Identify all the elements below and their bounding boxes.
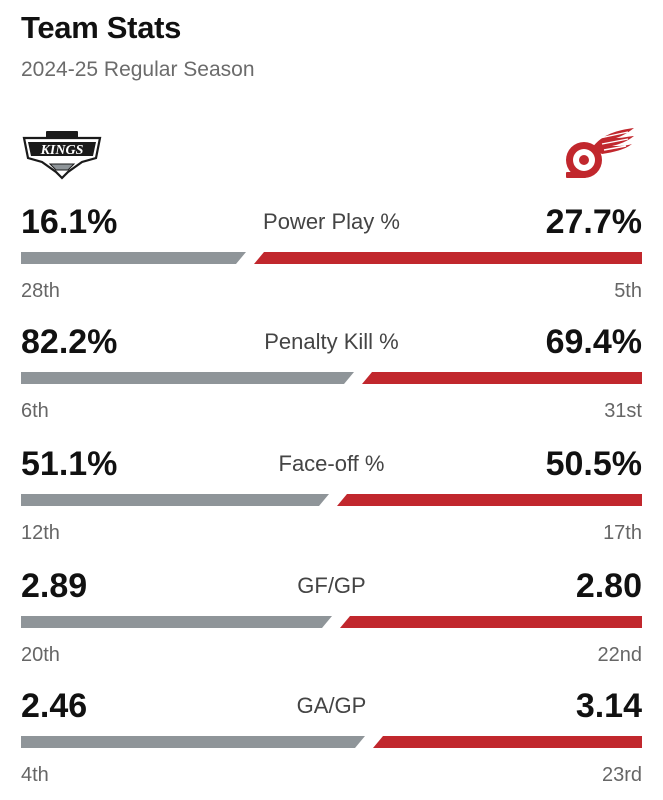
away-bar [373, 736, 642, 748]
home-bar [21, 372, 354, 384]
stat-label: GF/GP [297, 573, 366, 598]
stat-row: 2.46 GA/GP 3.14 4th 23rd [0, 687, 663, 797]
away-stat-rank: 17th [603, 522, 642, 544]
stat-row: 82.2% Penalty Kill % 69.4% 6th 31st [0, 323, 663, 433]
away-stat-value: 2.80 [575, 567, 642, 605]
stat-row: 51.1% Face-off % 50.5% 12th 17th [0, 445, 663, 555]
away-stat-value: 27.7% [545, 203, 642, 241]
home-bar [21, 616, 332, 628]
comparison-bar [21, 616, 642, 628]
home-stat-rank: 28th [21, 280, 60, 302]
away-stat-rank: 23rd [601, 764, 642, 786]
stat-row: 16.1% Power Play % 27.7% 28th 5th [0, 203, 663, 313]
home-stat-rank: 20th [21, 644, 60, 666]
away-stat-rank: 5th [614, 280, 642, 302]
stat-label: Face-off % [278, 451, 385, 476]
page-title: Team Stats [21, 10, 182, 45]
la-kings-logo-icon: KINGS [22, 131, 102, 180]
stat-label: Penalty Kill % [264, 329, 399, 354]
away-stat-rank: 31st [604, 400, 642, 422]
home-stat-value: 82.2% [21, 323, 118, 361]
home-bar [21, 494, 329, 506]
comparison-bar [21, 252, 642, 264]
home-stat-value: 16.1% [21, 203, 118, 241]
away-stat-value: 69.4% [545, 323, 642, 361]
home-stat-value: 2.89 [21, 567, 88, 605]
away-bar [362, 372, 642, 384]
home-stat-rank: 12th [21, 522, 60, 544]
home-bar [21, 736, 365, 748]
away-stat-rank: 22nd [597, 644, 643, 666]
home-stat-rank: 6th [21, 400, 49, 422]
stat-row: 2.89 GF/GP 2.80 20th 22nd [0, 567, 663, 677]
stat-label: Power Play % [263, 209, 400, 234]
away-bar [340, 616, 642, 628]
away-stat-value: 50.5% [545, 445, 642, 483]
comparison-bar [21, 372, 642, 384]
season-subtitle: 2024-25 Regular Season [21, 58, 255, 81]
home-stat-rank: 4th [21, 764, 49, 786]
comparison-bar [21, 736, 642, 748]
stat-label: GA/GP [296, 693, 367, 718]
away-bar [337, 494, 642, 506]
home-stat-value: 51.1% [21, 445, 118, 483]
home-stat-value: 2.46 [21, 687, 88, 725]
la-kings-logo-text: KINGS [40, 143, 84, 158]
away-bar [254, 252, 642, 264]
home-bar [21, 252, 246, 264]
comparison-bar [21, 494, 642, 506]
detroit-red-wings-logo-icon [566, 128, 634, 178]
away-stat-value: 3.14 [575, 687, 642, 725]
